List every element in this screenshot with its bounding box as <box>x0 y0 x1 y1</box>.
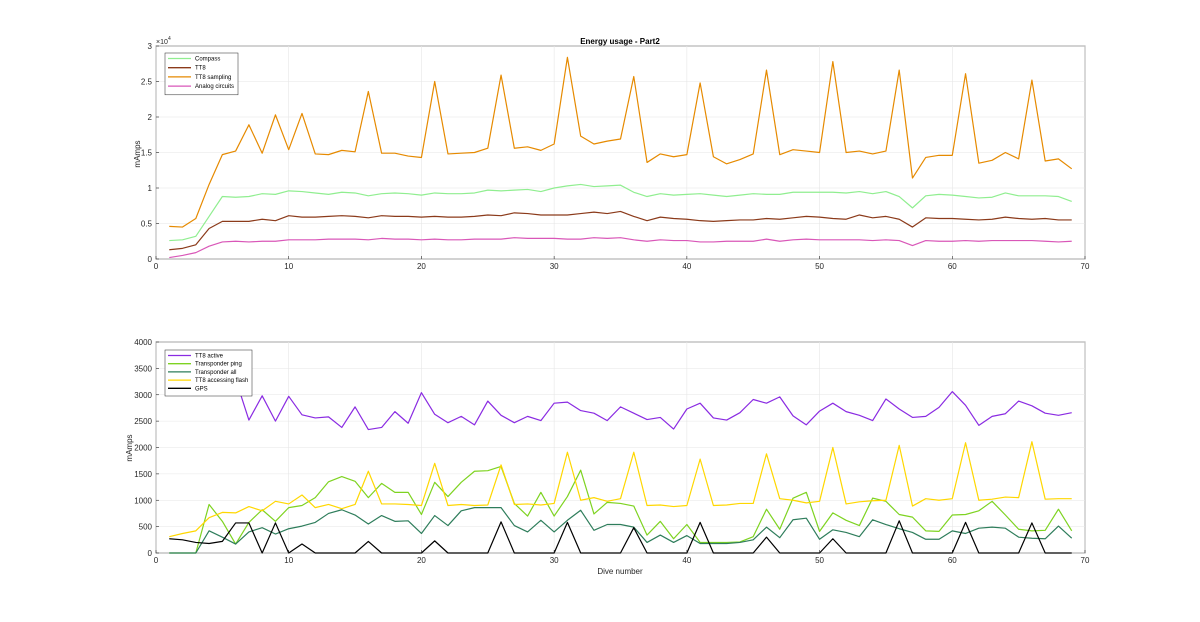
bottom-series-line-tt8-active <box>235 378 1072 431</box>
top-legend-label: TT8 sampling <box>195 75 231 81</box>
bottom-legend-label: Transponder ping <box>195 362 242 368</box>
bottom-legend-entry-tt8-active: TT8 active <box>168 354 224 360</box>
bottom-y-tick-label: 3000 <box>134 391 152 400</box>
bottom-series-line-transponder-ping <box>169 465 1073 554</box>
bottom-legend-label: TT8 active <box>195 354 224 360</box>
top-y-axis-label: mAmps <box>133 140 142 167</box>
bottom-legend-entry-tt8-accessing-flash: TT8 accessing flash <box>168 378 248 384</box>
top-x-tick-label: 50 <box>815 262 824 271</box>
bottom-series-lines <box>169 378 1073 554</box>
bottom-series-line-transponder-all <box>169 507 1073 554</box>
bottom-y-tick-label: 500 <box>139 523 153 532</box>
bottom-series-line-tt8-accessing-flash <box>169 441 1072 538</box>
top-series-line-tt8 <box>169 210 1072 251</box>
top-y-exponent-power: 4 <box>168 36 171 42</box>
bottom-legend-entry-gps: GPS <box>168 386 208 392</box>
top-legend-label: TT8 <box>195 66 206 72</box>
top-x-tick-label: 20 <box>417 262 426 271</box>
bottom-x-tick-label: 0 <box>154 556 159 565</box>
bottom-legend-entry-transponder-ping: Transponder ping <box>168 362 242 368</box>
bottom-y-tick-label: 2500 <box>134 417 152 426</box>
bottom-y-tick-label: 2000 <box>134 444 152 453</box>
bottom-y-tick-label: 1000 <box>134 496 152 505</box>
top-series-line-compass <box>169 183 1072 242</box>
bottom-x-tick-label: 40 <box>682 556 691 565</box>
top-legend-label: Analog circuits <box>195 84 234 90</box>
bottom-chart: 0 10 20 30 40 50 60 70 0 500 1000 1500 2000 2500 3000… <box>125 338 1090 576</box>
top-legend-box <box>164 52 239 96</box>
top-series-lines <box>169 56 1073 259</box>
top-chart: 0 10 20 30 40 50 60 70 0 0.5 1 1.5 2 2.5 3 Energy usa… <box>133 36 1090 271</box>
top-chart-title: Energy usage - Part2 <box>580 37 660 46</box>
top-x-tick-label: 40 <box>682 262 691 271</box>
top-y-tick-label: 3 <box>148 42 153 51</box>
bottom-legend: TT8 active Transponder ping Transponder al… <box>164 349 253 397</box>
bottom-x-ticks: 0 10 20 30 40 50 60 70 <box>154 550 1090 565</box>
top-y-tick-label: 2.5 <box>141 78 153 87</box>
top-x-ticks: 0 10 20 30 40 50 60 70 <box>154 256 1090 271</box>
bottom-y-tick-label: 3500 <box>134 364 152 373</box>
bottom-series-line-gps <box>169 520 1072 554</box>
bottom-y-axis-label: mAmps <box>125 434 134 461</box>
top-x-tick-label: 60 <box>948 262 957 271</box>
bottom-y-ticks: 0 500 1000 1500 2000 2500 3000 3500 4000 <box>134 338 159 558</box>
bottom-x-axis-label: Dive number <box>597 567 643 576</box>
top-y-tick-label: 0 <box>148 255 153 264</box>
top-legend-entry-analog-circuits: Analog circuits <box>168 84 234 90</box>
bottom-x-tick-label: 30 <box>550 556 559 565</box>
top-x-tick-label: 70 <box>1081 262 1090 271</box>
bottom-legend-label: Transponder all <box>195 370 236 376</box>
top-x-tick-label: 10 <box>284 262 293 271</box>
bottom-x-tick-label: 10 <box>284 556 293 565</box>
top-y-exponent-base: ×10 <box>156 39 168 46</box>
top-legend-entry-tt8-sampling: TT8 sampling <box>168 75 231 81</box>
top-y-tick-label: 2 <box>148 113 153 122</box>
bottom-legend-entry-transponder-all: Transponder all <box>168 370 236 376</box>
top-series-line-analog-circuits <box>169 237 1072 259</box>
top-y-exponent: ×10 4 <box>156 36 171 46</box>
top-legend-entry-compass: Compass <box>168 57 220 63</box>
top-legend-label: Compass <box>195 57 220 63</box>
bottom-y-tick-label: 1500 <box>134 470 152 479</box>
bottom-legend-label: GPS <box>195 386 208 392</box>
bottom-x-tick-label: 70 <box>1081 556 1090 565</box>
bottom-x-tick-label: 60 <box>948 556 957 565</box>
top-y-tick-label: 1 <box>148 184 153 193</box>
top-x-tick-label: 0 <box>154 262 159 271</box>
bottom-legend-label: TT8 accessing flash <box>195 378 248 384</box>
top-x-tick-label: 30 <box>550 262 559 271</box>
bottom-x-tick-label: 20 <box>417 556 426 565</box>
top-y-ticks: 0 0.5 1 1.5 2 2.5 3 <box>141 42 159 264</box>
top-legend-entry-tt8: TT8 <box>168 66 206 72</box>
bottom-y-tick-label: 0 <box>148 549 153 558</box>
bottom-y-tick-label: 4000 <box>134 338 152 347</box>
top-legend: Compass TT8 TT8 sampling Analog circuits <box>164 52 239 96</box>
bottom-x-tick-label: 50 <box>815 556 824 565</box>
top-y-tick-label: 0.5 <box>141 220 153 229</box>
top-series-line-tt8-sampling <box>169 56 1073 228</box>
top-y-tick-label: 1.5 <box>141 149 153 158</box>
